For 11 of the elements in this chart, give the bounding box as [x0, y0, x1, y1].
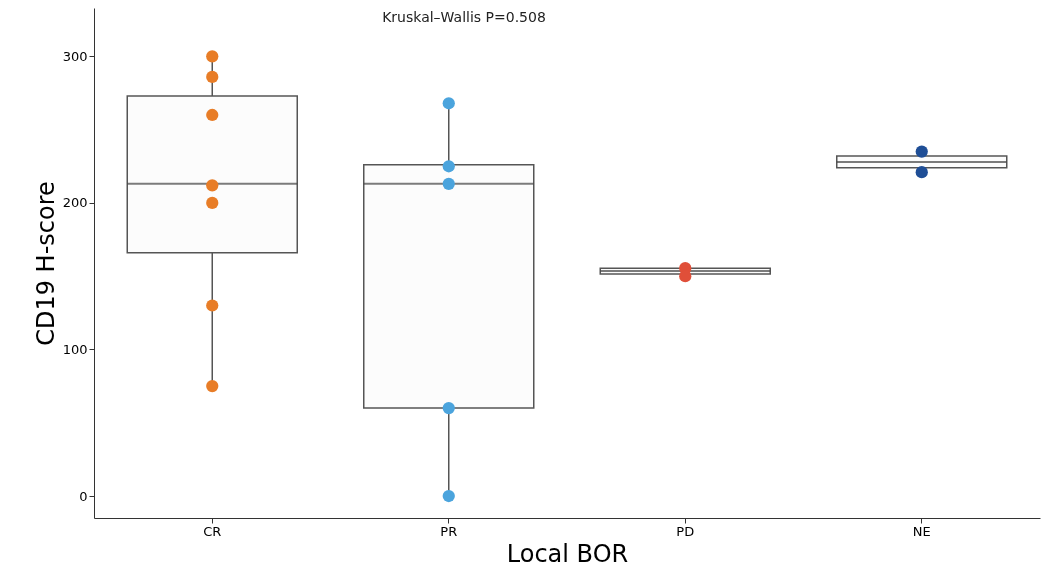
y-tick-label: 100 — [62, 341, 88, 357]
x-tick-label: CR — [203, 523, 222, 539]
x-tick-label: PD — [676, 523, 695, 539]
y-tick-label: 300 — [62, 48, 88, 64]
x-axis-title: Local BOR — [506, 539, 629, 568]
annotation: Kruskal–Wallis P=0.508 — [382, 9, 546, 25]
y-axis-title: CD19 H-score — [31, 181, 60, 346]
y-tick-label: 200 — [62, 195, 88, 211]
x-tick-label: PR — [440, 523, 458, 539]
x-tick-label: NE — [912, 523, 931, 539]
y-tick-label: 0 — [79, 488, 88, 504]
